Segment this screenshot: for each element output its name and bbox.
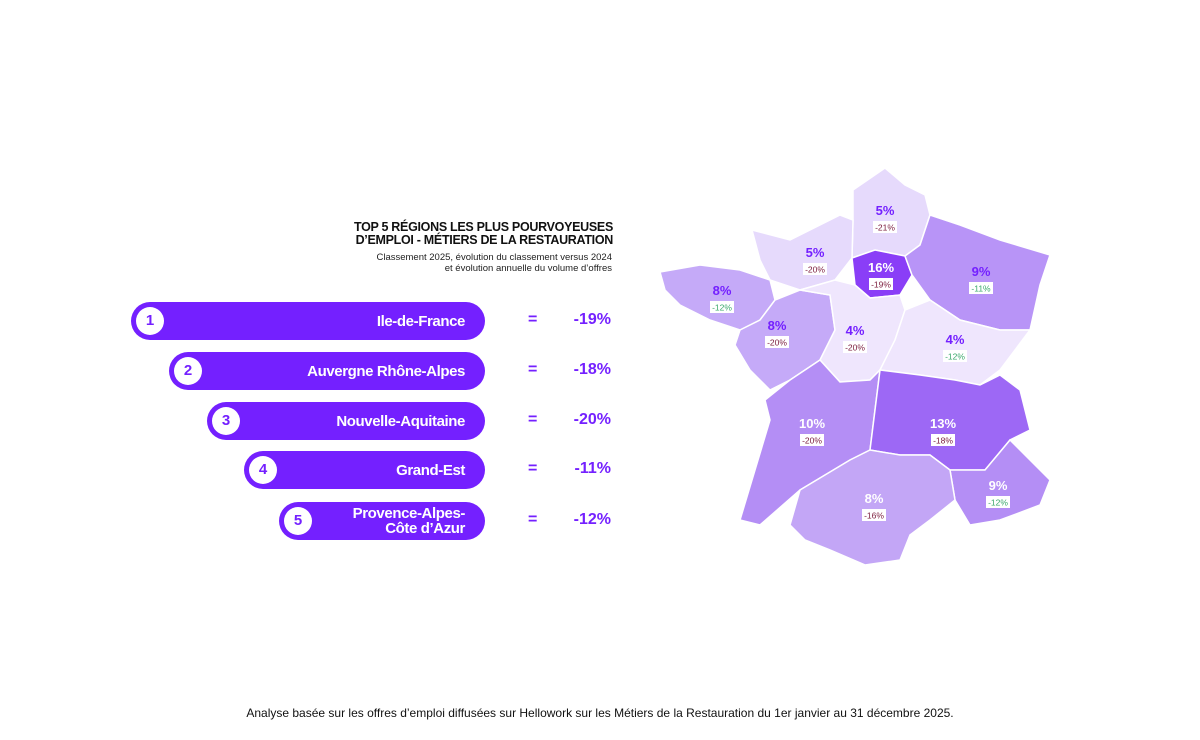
region-share: 4%	[846, 323, 865, 338]
region	[949, 438, 1051, 526]
region-change: -19%	[871, 280, 891, 290]
map: 5% -21% 5% -20% 16% -19% 9% -11% 8% -12% 8% -20% 4% -…	[659, 167, 1051, 566]
change-box	[843, 341, 867, 353]
region-change: -12%	[988, 498, 1008, 508]
trend: =	[528, 311, 538, 328]
change: -18%	[573, 361, 611, 378]
rank-number: 4	[249, 456, 277, 484]
footnote: Analyse basée sur les offres d’emploi di…	[246, 706, 954, 720]
change-box	[931, 434, 955, 446]
region-share: 9%	[972, 264, 991, 279]
region	[878, 299, 1032, 386]
title: TOP 5 RÉGIONS LES PLUS POURVOYEUSES D’EMP…	[354, 221, 613, 247]
region-name: Provence-Alpes- Côte d’Azur	[352, 502, 466, 540]
region-name: Auvergne Rhône-Alpes	[307, 352, 465, 390]
region-change: -12%	[712, 303, 732, 313]
region-change: -21%	[875, 223, 895, 233]
region-share: 13%	[930, 416, 956, 431]
rank-number: 3	[212, 407, 240, 435]
trend: =	[528, 511, 538, 528]
rank-number: 2	[174, 357, 202, 385]
trend: =	[528, 411, 538, 428]
change-box	[765, 336, 789, 348]
region-name-line: Auvergne Rhône-Alpes	[307, 362, 465, 380]
region-change: -11%	[971, 284, 991, 294]
region	[789, 449, 956, 566]
region-share: 10%	[799, 416, 825, 431]
region-share: 16%	[868, 260, 894, 275]
change-box	[943, 350, 967, 362]
change: -11%	[574, 460, 611, 477]
subtitle: Classement 2025, évolution du classement…	[376, 252, 612, 274]
region-share: 9%	[989, 478, 1008, 493]
rank-bar: 3 Nouvelle-Aquitaine	[207, 402, 485, 440]
title-line: TOP 5 RÉGIONS LES PLUS POURVOYEUSES	[353, 220, 613, 234]
region-name: Grand-Est	[396, 451, 465, 489]
change: -12%	[573, 511, 611, 528]
region-change: -16%	[864, 511, 884, 521]
region-change: -20%	[802, 436, 822, 446]
trend: =	[528, 361, 538, 378]
region-name-line: Ile-de-France	[376, 312, 466, 330]
change: -20%	[573, 411, 611, 428]
region-share: 8%	[713, 283, 732, 298]
rank-number: 1	[136, 307, 164, 335]
rank-bar: 4 Grand-Est	[244, 451, 485, 489]
subtitle-line: Classement 2025, évolution du classement…	[376, 252, 612, 263]
change-box	[800, 434, 824, 446]
region-name-line: Côte d’Azur	[385, 520, 465, 537]
region-change: -12%	[945, 352, 965, 362]
region-change: -20%	[845, 343, 865, 353]
region-share: 5%	[806, 245, 825, 260]
region-share: 5%	[876, 203, 895, 218]
change-box	[862, 509, 886, 521]
region-name-line: Nouvelle-Aquitaine	[336, 412, 465, 430]
region-share: 4%	[946, 332, 965, 347]
region-name-line: Grand-Est	[396, 461, 465, 479]
region-change: -18%	[933, 436, 953, 446]
change-box	[710, 301, 734, 313]
rank-number: 5	[284, 507, 312, 535]
trend: =	[528, 460, 538, 477]
change-box	[969, 282, 993, 294]
rank-bar: 2 Auvergne Rhône-Alpes	[169, 352, 485, 390]
region-name: Nouvelle-Aquitaine	[336, 402, 465, 440]
subtitle-line: et évolution annuelle du volume d’offres	[444, 263, 612, 274]
region-change: -20%	[805, 265, 825, 275]
change: -19%	[573, 311, 611, 328]
title-line: D’EMPLOI - MÉTIERS DE LA RESTAURATION	[355, 233, 614, 247]
change-box	[873, 221, 897, 233]
region-share: 8%	[768, 318, 787, 333]
change-box	[986, 496, 1010, 508]
change-box	[869, 278, 893, 290]
region-name-line: Provence-Alpes-	[352, 505, 466, 522]
region-change: -20%	[767, 338, 787, 348]
change-box	[803, 263, 827, 275]
rank-bar: 1 Ile-de-France	[131, 302, 485, 340]
region-name: Ile-de-France	[376, 302, 466, 340]
region-share: 8%	[865, 491, 884, 506]
region-labels: 5% -21% 5% -20% 16% -19% 9% -11% 8% -12% 8% -20% 4% -…	[710, 203, 1010, 521]
rank-bar: 5 Provence-Alpes- Côte d’Azur	[279, 502, 485, 540]
